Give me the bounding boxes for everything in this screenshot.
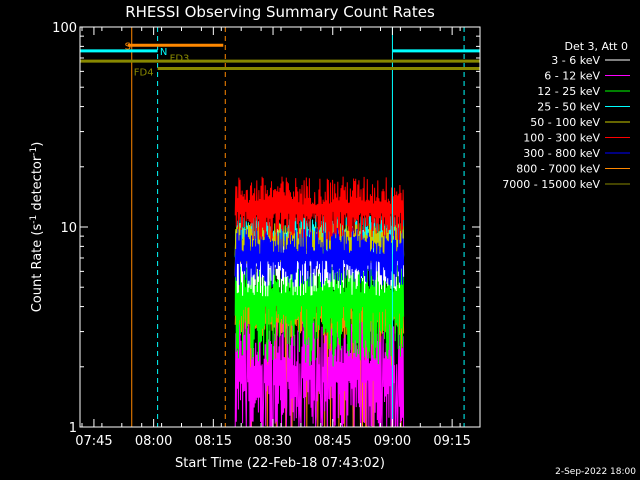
x-tick-label-0: 07:45 [75, 434, 112, 449]
y-tick-label-0: 1 [69, 421, 77, 436]
flag-label-s: S [125, 41, 131, 52]
legend-label-3: 25 - 50 keV [537, 101, 600, 114]
y-tick-label-2: 100 [52, 21, 77, 36]
series-trace-6_12keV [234, 319, 405, 427]
flag-label-fd3: FD3 [170, 53, 190, 64]
footer-date: 2-Sep-2022 18:00 [555, 467, 636, 477]
plot-content [80, 27, 480, 427]
legend-title: Det 3, Att 0 [565, 40, 629, 53]
x-tick-label-6: 09:15 [433, 434, 470, 449]
legend-label-6: 300 - 800 keV [523, 147, 600, 160]
series-trace-300_800keV [234, 227, 405, 288]
flag-label-fd4: FD4 [134, 67, 154, 78]
legend-label-0: 3 - 6 keV [551, 54, 600, 67]
x-tick-label-2: 08:15 [195, 434, 232, 449]
legend-label-8: 7000 - 15000 keV [502, 178, 600, 191]
y-axis-label: Count Rate (s-1 detector-1) [29, 142, 45, 313]
legend: Det 3, Att 0 3 - 6 keV 6 - 12 keV 12 - 25 … [502, 40, 630, 191]
x-tick-label-5: 09:00 [374, 434, 411, 449]
flag-label-n: N [160, 47, 167, 58]
legend-label-1: 6 - 12 keV [544, 70, 600, 83]
legend-label-2: 12 - 25 keV [537, 85, 600, 98]
legend-label-5: 100 - 300 keV [523, 132, 600, 145]
y-tick-label-1: 10 [60, 221, 77, 236]
series-trace-100_300keV [234, 176, 405, 242]
axes: 07:45 08:00 08:15 08:30 08:45 09:00 09:15 1 10 10… [52, 21, 481, 449]
legend-label-7: 800 - 7000 keV [516, 163, 600, 176]
x-tick-label-1: 08:00 [135, 434, 172, 449]
x-tick-label-4: 08:45 [314, 434, 351, 449]
chart-title: RHESSI Observing Summary Count Rates [125, 3, 435, 21]
legend-label-4: 50 - 100 keV [530, 116, 600, 129]
x-tick-label-3: 08:30 [254, 434, 291, 449]
x-axis-label: Start Time (22-Feb-18 07:43:02) [175, 456, 385, 471]
